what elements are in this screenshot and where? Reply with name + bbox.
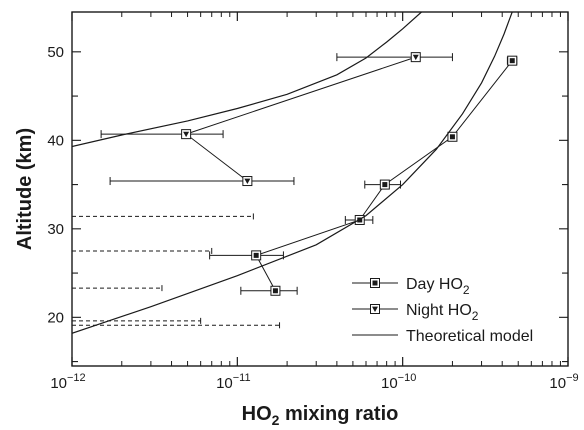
x-axis-label-main: HO [242,403,272,425]
series-connector [255,60,513,292]
data-point [357,217,363,223]
data-point [509,58,515,64]
data-point [449,134,455,140]
x-tick-label: 10−9 [549,372,578,392]
series-connector [185,56,416,182]
plot-content [72,12,518,334]
legend: Day HO2 Night HO2 Theoretical model [352,276,533,345]
legend-entry-label: Day HO2 [406,276,470,297]
y-axis-label: Altitude (km) [14,128,36,250]
data-point [272,288,278,294]
legend-marker [372,306,378,312]
legend-entry-label: Theoretical model [406,328,533,345]
y-tick-label: 50 [47,44,64,61]
x-axis-label-subscript: 2 [272,412,280,428]
x-axis-label-rest: mixing ratio [279,403,398,425]
x-tick-label: 10−11 [216,372,251,392]
y-tick-label: 30 [47,221,64,238]
data-point [412,54,419,61]
x-tick-label: 10−10 [381,372,416,392]
data-point [244,178,251,185]
data-point [183,131,190,138]
model-curve [72,12,422,148]
plot-frame [71,11,569,367]
x-axis-label: HO2 mixing ratio [242,403,399,428]
axes-layer: 10−12 10−11 10−10 10−9 20 30 40 50 [47,12,579,392]
model-curve [72,12,513,334]
x-tick-label: 10−12 [50,372,85,392]
data-point [253,252,259,258]
legend-entry-label: Night HO2 [406,302,479,323]
y-tick-label: 20 [47,309,64,326]
y-tick-label: 40 [47,132,64,149]
data-point [382,182,388,188]
legend-marker [372,280,378,286]
